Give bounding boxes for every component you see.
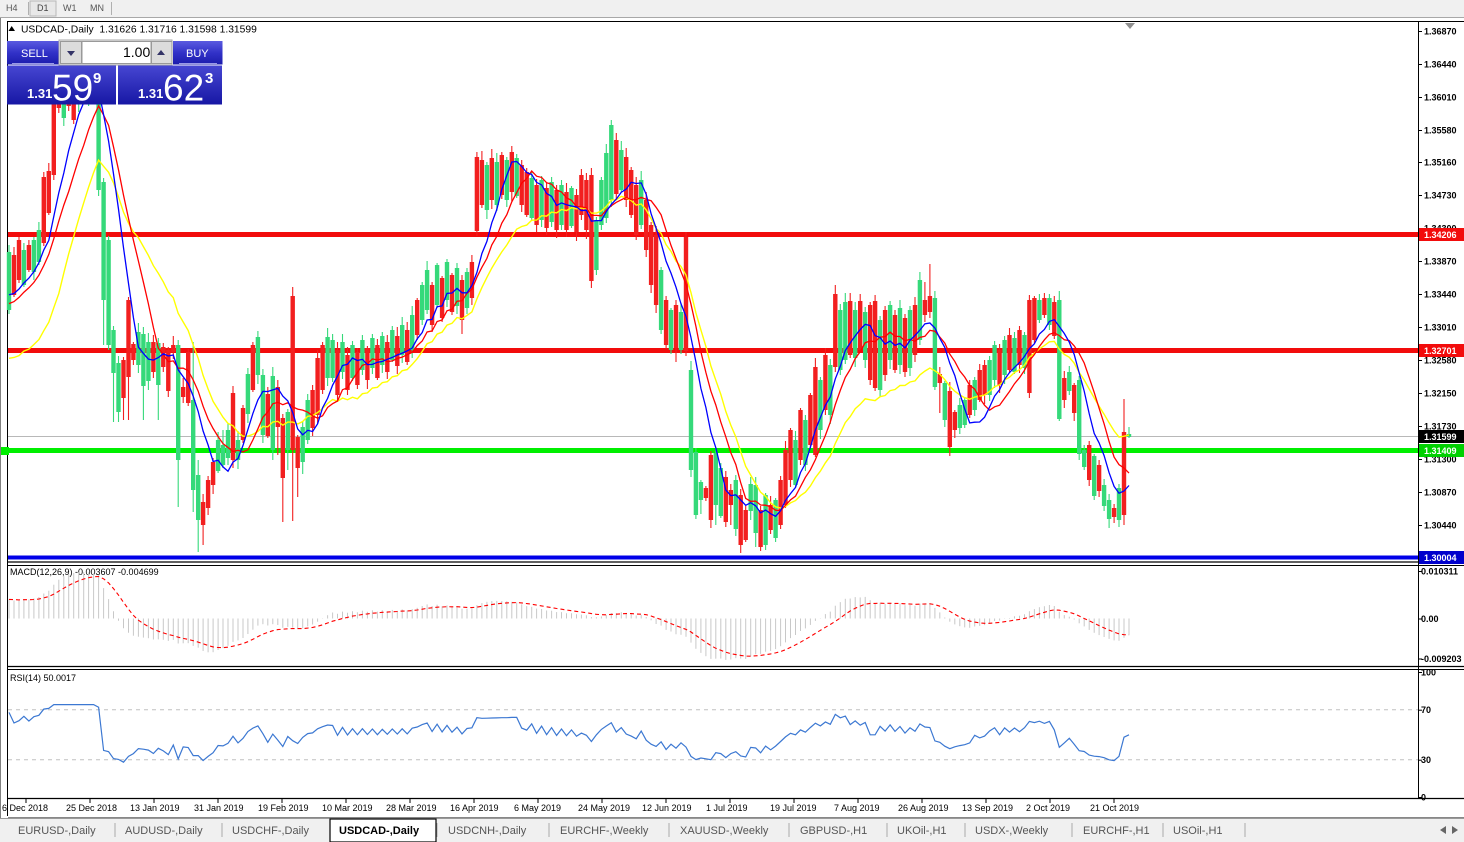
svg-text:24 May 2019: 24 May 2019 — [578, 803, 630, 813]
svg-text:1.34206: 1.34206 — [1424, 230, 1457, 240]
svg-text:1.32701: 1.32701 — [1424, 346, 1457, 356]
svg-text:1.33870: 1.33870 — [1424, 257, 1457, 267]
svg-text:62: 62 — [163, 68, 204, 109]
svg-text:1.33440: 1.33440 — [1424, 290, 1457, 300]
svg-text:1.31730: 1.31730 — [1424, 422, 1457, 432]
svg-text:13 Jan 2019: 13 Jan 2019 — [130, 803, 180, 813]
svg-text:1.32150: 1.32150 — [1424, 389, 1457, 399]
svg-text:USDCHF-,Daily: USDCHF-,Daily — [232, 825, 310, 837]
svg-text:21 Oct 2019: 21 Oct 2019 — [1090, 803, 1139, 813]
svg-text:30: 30 — [1421, 755, 1431, 765]
svg-text:GBPUSD-,H1: GBPUSD-,H1 — [800, 825, 867, 837]
svg-text:1.34730: 1.34730 — [1424, 191, 1457, 201]
svg-text:1.31: 1.31 — [138, 86, 163, 101]
svg-text:EURCHF-,H1: EURCHF-,H1 — [1083, 825, 1150, 837]
svg-text:12 Jun 2019: 12 Jun 2019 — [642, 803, 692, 813]
svg-text:10 Mar 2019: 10 Mar 2019 — [322, 803, 373, 813]
svg-text:USDX-,Weekly: USDX-,Weekly — [975, 825, 1049, 837]
svg-text:59: 59 — [52, 68, 93, 109]
svg-text:19 Feb 2019: 19 Feb 2019 — [258, 803, 309, 813]
svg-text:0.00: 0.00 — [1421, 614, 1439, 624]
svg-text:-0.009203: -0.009203 — [1421, 654, 1462, 664]
svg-text:0.010311: 0.010311 — [1421, 567, 1458, 577]
svg-text:1.31300: 1.31300 — [1424, 455, 1457, 465]
svg-text:7 Aug 2019: 7 Aug 2019 — [834, 803, 880, 813]
svg-text:1.32580: 1.32580 — [1424, 356, 1457, 366]
svg-text:28 Mar 2019: 28 Mar 2019 — [386, 803, 437, 813]
svg-text:1.31: 1.31 — [27, 86, 52, 101]
svg-text:EURCHF-,Weekly: EURCHF-,Weekly — [560, 825, 649, 837]
svg-text:USOil-,H1: USOil-,H1 — [1173, 825, 1223, 837]
svg-text:16 Apr 2019: 16 Apr 2019 — [450, 803, 499, 813]
svg-text:1.36440: 1.36440 — [1424, 60, 1457, 70]
svg-text:6 Dec 2018: 6 Dec 2018 — [2, 803, 48, 813]
svg-text:W1: W1 — [63, 3, 77, 13]
svg-text:MACD(12,26,9) -0.003607 -0.004: MACD(12,26,9) -0.003607 -0.004699 — [10, 567, 159, 577]
svg-text:19 Jul 2019: 19 Jul 2019 — [770, 803, 817, 813]
svg-text:31 Jan 2019: 31 Jan 2019 — [194, 803, 244, 813]
svg-text:UKOil-,H1: UKOil-,H1 — [897, 825, 947, 837]
svg-text:1.30440: 1.30440 — [1424, 521, 1457, 531]
svg-text:USDCAD-,Daily 1.31626 1.31716: USDCAD-,Daily 1.31626 1.31716 1.31598 1.… — [21, 25, 257, 36]
svg-text:3: 3 — [205, 70, 213, 87]
svg-text:13 Sep 2019: 13 Sep 2019 — [962, 803, 1013, 813]
svg-text:26 Aug 2019: 26 Aug 2019 — [898, 803, 949, 813]
svg-text:1.30870: 1.30870 — [1424, 488, 1457, 498]
svg-text:EURUSD-,Daily: EURUSD-,Daily — [18, 825, 96, 837]
svg-text:1.36870: 1.36870 — [1424, 27, 1457, 37]
svg-text:BUY: BUY — [186, 48, 209, 60]
svg-text:1.35580: 1.35580 — [1424, 126, 1457, 136]
svg-text:1.30004: 1.30004 — [1424, 553, 1457, 563]
svg-text:70: 70 — [1421, 705, 1431, 715]
svg-text:1.35160: 1.35160 — [1424, 158, 1457, 168]
svg-text:D1: D1 — [37, 3, 49, 13]
svg-text:USDCNH-,Daily: USDCNH-,Daily — [448, 825, 527, 837]
svg-text:100: 100 — [1421, 668, 1436, 678]
svg-text:0: 0 — [1421, 793, 1426, 803]
svg-text:1.36010: 1.36010 — [1424, 93, 1457, 103]
svg-text:1.33010: 1.33010 — [1424, 323, 1457, 333]
svg-text:USDCAD-,Daily: USDCAD-,Daily — [339, 825, 420, 837]
svg-text:6 May 2019: 6 May 2019 — [514, 803, 561, 813]
svg-text:1.31599: 1.31599 — [1424, 432, 1457, 442]
svg-text:SELL: SELL — [21, 48, 48, 60]
svg-text:25 Dec 2018: 25 Dec 2018 — [66, 803, 117, 813]
svg-text:MN: MN — [90, 3, 104, 13]
svg-text:9: 9 — [93, 70, 101, 87]
svg-text:RSI(14) 50.0017: RSI(14) 50.0017 — [10, 673, 76, 683]
svg-text:XAUUSD-,Weekly: XAUUSD-,Weekly — [680, 825, 769, 837]
svg-text:H4: H4 — [6, 3, 18, 13]
svg-text:1.31409: 1.31409 — [1424, 446, 1457, 456]
svg-text:1 Jul 2019: 1 Jul 2019 — [706, 803, 748, 813]
svg-text:2 Oct 2019: 2 Oct 2019 — [1026, 803, 1070, 813]
svg-text:1.00: 1.00 — [123, 44, 150, 60]
svg-text:AUDUSD-,Daily: AUDUSD-,Daily — [125, 825, 203, 837]
